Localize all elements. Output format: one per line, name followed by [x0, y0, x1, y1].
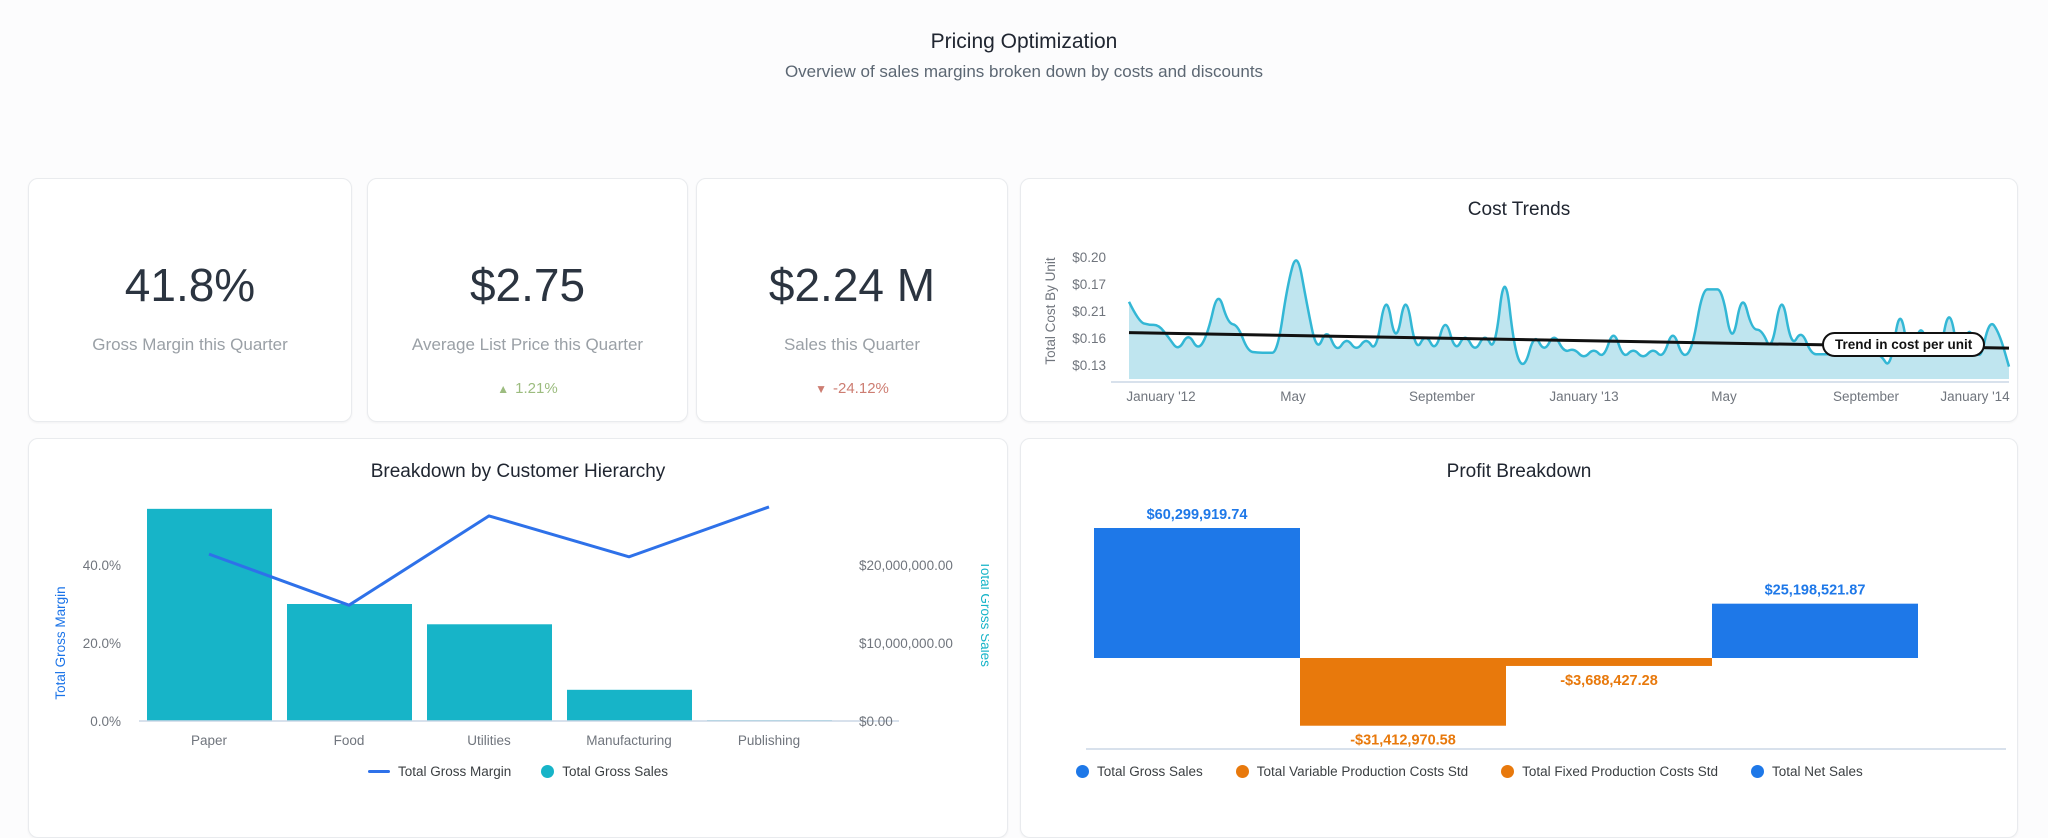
profit-breakdown-card: Profit Breakdown $60,299,919.74 -$31,412,… [1020, 438, 2018, 838]
svg-text:$0.00: $0.00 [859, 714, 893, 729]
svg-text:$20,000,000.00: $20,000,000.00 [859, 558, 953, 573]
kpi-value: $2.75 [469, 259, 586, 311]
svg-text:May: May [1711, 389, 1737, 404]
legend-dot-marker [541, 765, 555, 778]
svg-text:$0.17: $0.17 [1072, 277, 1106, 292]
profit-breakdown-legend: Total Gross Sales Total Variable Producti… [1021, 764, 2017, 779]
kpi-label: Average List Price this Quarter [411, 335, 644, 354]
profit-breakdown-chart[interactable]: $60,299,919.74 -$31,412,970.58 -$3,688,427… [1041, 501, 2011, 761]
customer-hierarchy-legend: Total Gross Margin Total Gross Sales [29, 764, 1007, 779]
svg-text:September: September [1833, 389, 1900, 404]
svg-text:January '14: January '14 [1940, 389, 2010, 404]
top-row: 41.8% Gross Margin this Quarter $2.75 Av… [28, 178, 2048, 422]
kpi-delta-value: -24.12% [833, 380, 889, 397]
customer-hierarchy-chart[interactable]: 0.0% 20.0% 40.0% $0.00 $10,000,000.00 $20,000… [49, 491, 989, 751]
legend-line-marker [367, 770, 390, 773]
kpi-delta: ▼ -24.12% [697, 380, 1007, 398]
svg-text:$0.21: $0.21 [1072, 304, 1106, 319]
svg-text:$0.16: $0.16 [1072, 331, 1106, 346]
svg-text:-$3,688,427.28: -$3,688,427.28 [1560, 673, 1658, 689]
cost-trends-title: Cost Trends [1467, 199, 1571, 220]
customer-hierarchy-title: Breakdown by Customer Hierarchy [370, 461, 666, 482]
svg-text:$10,000,000.00: $10,000,000.00 [859, 636, 953, 651]
svg-text:January '12: January '12 [1126, 389, 1195, 404]
svg-text:Publishing: Publishing [738, 733, 800, 748]
legend-item[interactable]: Total Variable Production Costs Std [1235, 764, 1469, 779]
legend-dot-marker [1076, 765, 1089, 778]
svg-text:Total Gross Margin: Total Gross Margin [53, 586, 68, 699]
legend-item[interactable]: Total Fixed Production Costs Std [1501, 764, 1718, 779]
svg-text:$0.20: $0.20 [1072, 250, 1106, 265]
legend-item[interactable]: Total Gross Sales [1076, 764, 1203, 779]
legend-item[interactable]: Total Gross Sales [541, 764, 668, 779]
legend-label: Total Variable Production Costs Std [1256, 764, 1469, 779]
svg-text:Total Gross Sales: Total Gross Sales [978, 561, 989, 667]
legend-label: Total Net Sales [1772, 764, 1863, 779]
svg-text:Utilities: Utilities [467, 733, 511, 748]
svg-text:$25,198,521.87: $25,198,521.87 [1765, 583, 1866, 599]
kpi-card-average-list-price: $2.75 Average List Price this Quarter ▲ 1… [367, 178, 688, 422]
legend-dot-marker [1501, 765, 1515, 778]
svg-text:20.0%: 20.0% [83, 636, 121, 651]
page-title: Pricing Optimization [930, 30, 1118, 53]
kpi-delta: ▲ 1.21% [368, 380, 687, 398]
svg-text:-$31,412,970.58: -$31,412,970.58 [1350, 733, 1456, 749]
profit-breakdown-title: Profit Breakdown [1446, 461, 1592, 482]
kpi-delta [29, 380, 351, 398]
page-subtitle: Overview of sales margins broken down by… [784, 62, 1264, 81]
legend-item[interactable]: Total Net Sales [1751, 764, 1863, 779]
legend-label: Total Gross Margin [397, 764, 512, 779]
svg-text:May: May [1280, 389, 1306, 404]
legend-item[interactable]: Total Gross Margin [367, 764, 512, 779]
svg-text:$0.13: $0.13 [1072, 358, 1106, 373]
kpi-value: $2.24 M [768, 259, 936, 311]
svg-text:Manufacturing: Manufacturing [586, 733, 672, 748]
svg-text:0.0%: 0.0% [90, 714, 121, 729]
svg-text:Food: Food [334, 733, 365, 748]
bottom-row: Breakdown by Customer Hierarchy 0.0% 20.0… [28, 438, 2048, 838]
svg-text:$60,299,919.74: $60,299,919.74 [1147, 507, 1248, 523]
legend-dot-marker [1751, 765, 1764, 778]
kpi-label: Gross Margin this Quarter [92, 335, 288, 354]
trend-annotation-badge: Trend in cost per unit [1822, 332, 1986, 357]
kpi-label: Sales this Quarter [783, 335, 921, 354]
legend-label: Total Fixed Production Costs Std [1522, 764, 1718, 779]
triangle-down-icon: ▼ [815, 382, 827, 396]
cost-trends-chart[interactable]: $0.20 $0.17 $0.21 $0.16 $0.13 Total Cost By U… [1041, 229, 2011, 404]
customer-hierarchy-card: Breakdown by Customer Hierarchy 0.0% 20.0… [28, 438, 1008, 838]
svg-text:September: September [1409, 389, 1476, 404]
svg-text:Paper: Paper [191, 733, 228, 748]
kpi-card-sales: $2.24 M Sales this Quarter ▼ -24.12% [696, 178, 1008, 422]
svg-text:40.0%: 40.0% [83, 558, 121, 573]
legend-dot-marker [1235, 765, 1249, 778]
kpi-value: 41.8% [124, 259, 256, 311]
cost-trends-card: Cost Trends $0.20 $0.17 $0.21 $0.16 $0.13 Tot… [1020, 178, 2018, 422]
svg-text:Total Cost By Unit: Total Cost By Unit [1043, 257, 1058, 365]
svg-text:January '13: January '13 [1549, 389, 1618, 404]
kpi-card-gross-margin: 41.8% Gross Margin this Quarter [28, 178, 352, 422]
legend-label: Total Gross Sales [1097, 764, 1203, 779]
kpi-delta-value: 1.21% [515, 380, 558, 397]
dashboard-header: Pricing Optimization Overview of sales m… [0, 0, 2048, 82]
triangle-up-icon: ▲ [497, 382, 510, 396]
legend-label: Total Gross Sales [562, 764, 669, 779]
